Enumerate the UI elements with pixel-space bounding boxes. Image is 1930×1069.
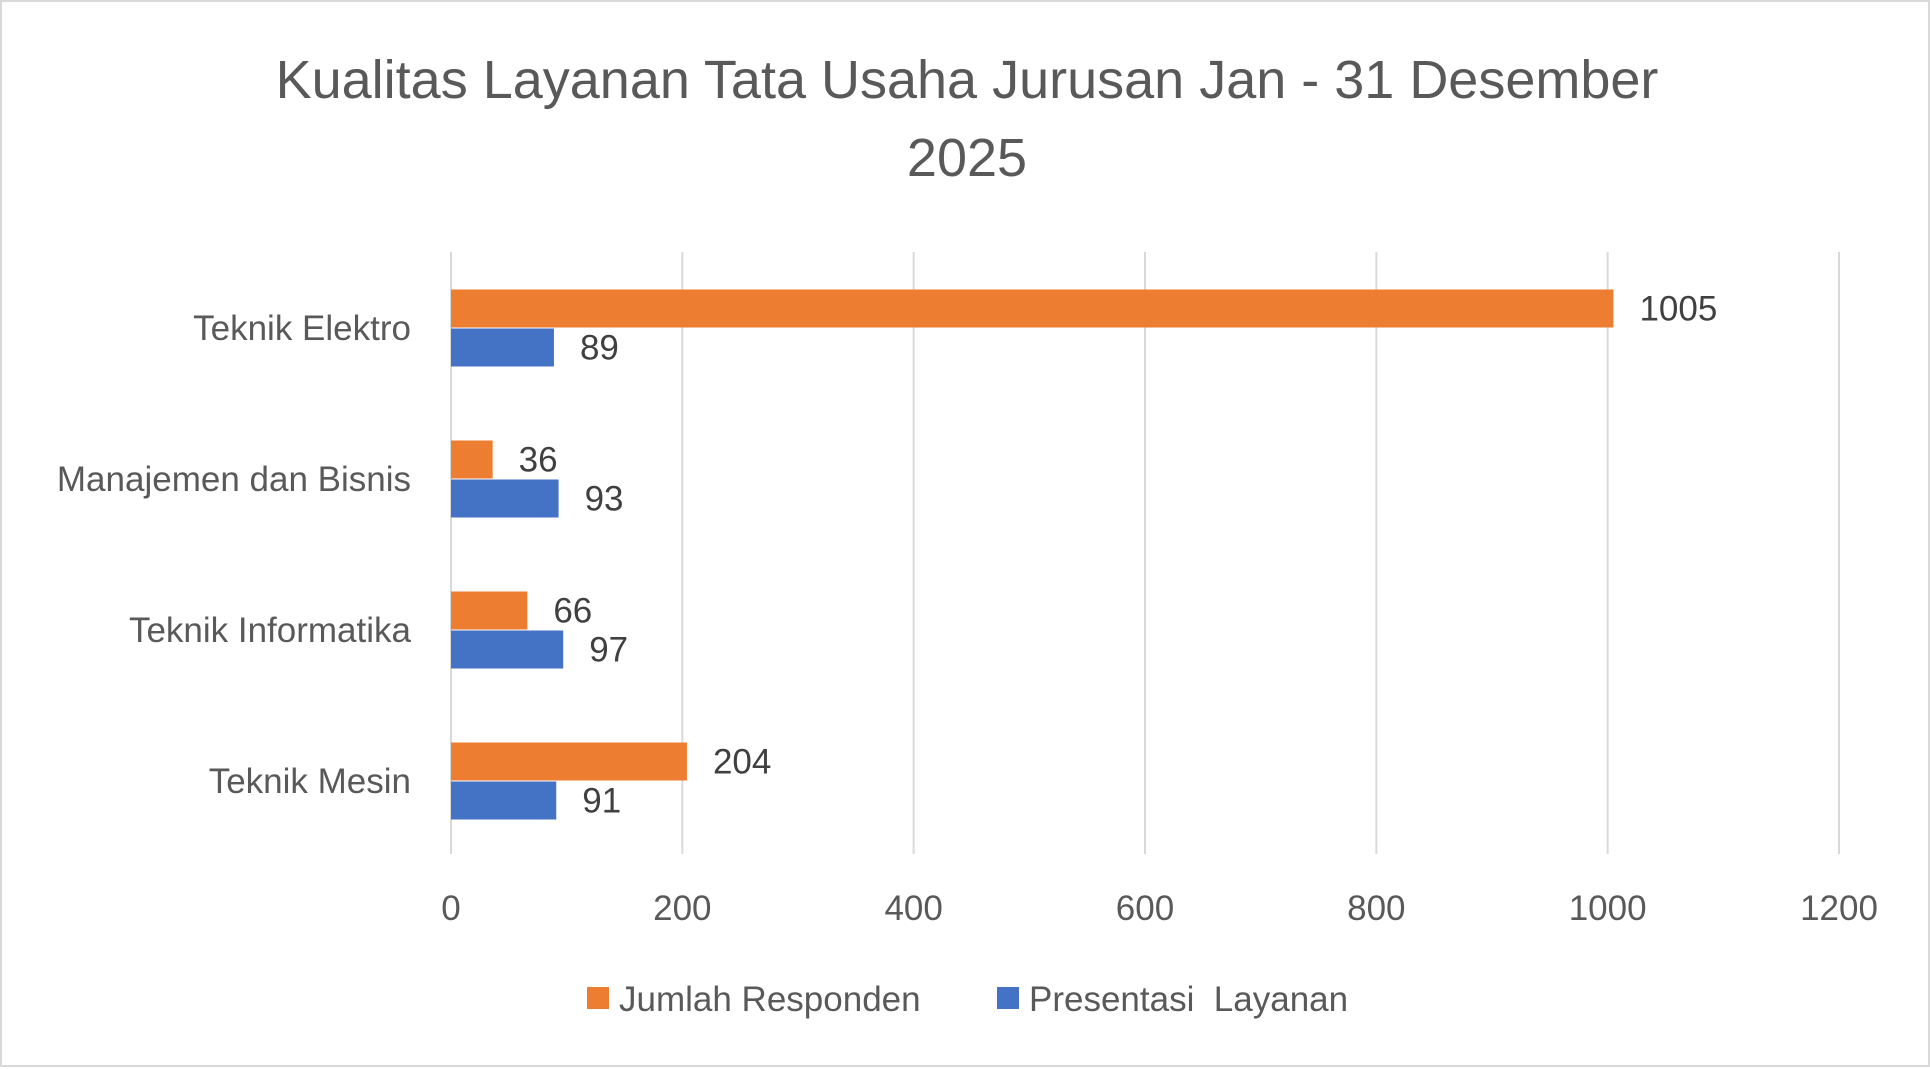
y-axis-categories: Teknik Elektro Manajemen dan Bisnis Teknik…: [57, 309, 412, 801]
chart-title-line-1: Kualitas Layanan Tata Usaha Jurusan Jan …: [276, 50, 1659, 110]
legend-swatch: [587, 987, 609, 1009]
chart-title-line-2: 2025: [907, 128, 1027, 188]
bar-presentasi-layanan: [451, 630, 564, 669]
x-tick-label: 200: [653, 889, 711, 928]
x-tick-label: 1200: [1800, 889, 1878, 928]
category-label: Teknik Mesin: [209, 762, 411, 801]
data-label: 66: [553, 592, 592, 631]
bar-jumlah-responden: [451, 591, 528, 630]
x-tick-label: 800: [1347, 889, 1405, 928]
x-tick-label: 400: [884, 889, 942, 928]
data-label: 204: [713, 743, 771, 782]
data-label: 93: [585, 480, 624, 519]
legend-label: Jumlah Responden: [619, 980, 921, 1019]
bar-presentasi-layanan: [451, 479, 559, 518]
chart-title: Kualitas Layanan Tata Usaha Jurusan Jan …: [276, 50, 1659, 188]
data-label: 36: [519, 441, 558, 480]
legend: Jumlah Responden Presentasi Layanan: [587, 980, 1348, 1019]
category-label: Teknik Informatika: [129, 611, 412, 650]
data-label: 91: [582, 782, 621, 821]
category-label: Manajemen dan Bisnis: [57, 460, 411, 499]
x-tick-label: 1000: [1569, 889, 1647, 928]
bar-jumlah-responden: [451, 440, 493, 479]
data-label: 1005: [1639, 290, 1717, 329]
data-labels: 1005 36 66 204 89 93 97 91: [519, 290, 1718, 821]
category-label: Teknik Elektro: [193, 309, 411, 348]
x-tick-label: 600: [1116, 889, 1174, 928]
legend-label: Presentasi Layanan: [1029, 980, 1348, 1019]
data-label: 97: [589, 631, 628, 670]
bar-jumlah-responden: [451, 289, 1614, 328]
bar-presentasi-layanan: [451, 781, 557, 820]
x-tick-label: 0: [441, 889, 460, 928]
bars: [451, 289, 1614, 820]
bar-jumlah-responden: [451, 742, 687, 781]
gridlines: [450, 252, 1840, 854]
bar-presentasi-layanan: [451, 328, 554, 367]
data-label: 89: [580, 329, 619, 368]
x-axis-ticks: 0 200 400 600 800 1000 1200: [441, 889, 1878, 928]
legend-swatch: [997, 987, 1019, 1009]
